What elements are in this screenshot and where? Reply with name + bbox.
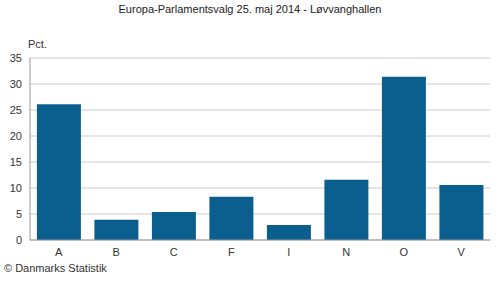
html-text:© Danmarks Statistik: © Danmarks Statistik: [4, 262, 107, 274]
svg-text:O: O: [399, 246, 408, 258]
svg-text:V: V: [458, 246, 466, 258]
svg-text:A: A: [55, 246, 63, 258]
svg-text:C: C: [170, 246, 178, 258]
svg-text:25: 25: [10, 104, 22, 116]
svg-text:30: 30: [10, 78, 22, 90]
svg-text:B: B: [113, 246, 120, 258]
svg-text:15: 15: [10, 156, 22, 168]
html-text:Pct.: Pct.: [28, 38, 47, 50]
svg-text:20: 20: [10, 130, 22, 142]
svg-text:35: 35: [10, 52, 22, 64]
svg-text:F: F: [228, 246, 235, 258]
svg-text:5: 5: [16, 208, 22, 220]
svg-text:N: N: [342, 246, 350, 258]
svg-text:I: I: [287, 246, 290, 258]
svg-text:0: 0: [16, 234, 22, 246]
svg-text:10: 10: [10, 182, 22, 194]
html-text:Europa-Parlamentsvalg 25. maj: Europa-Parlamentsvalg 25. maj 2014 - Løv…: [118, 3, 382, 15]
